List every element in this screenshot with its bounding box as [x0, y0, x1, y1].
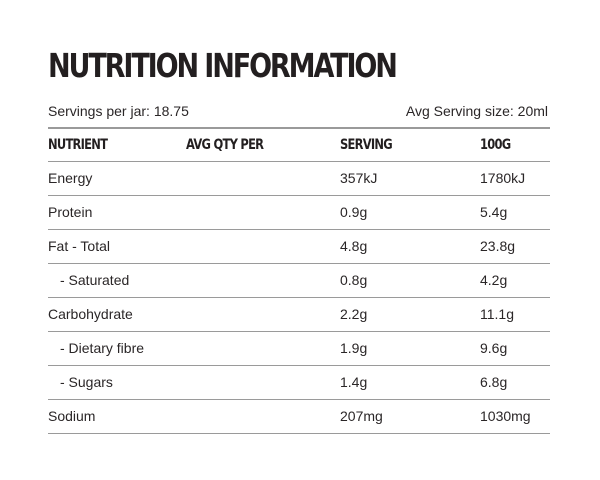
table-row: Carbohydrate 2.2g 11.1g	[48, 298, 550, 332]
nutrient-name: Fat - Total	[48, 238, 110, 254]
servings-per-jar: Servings per jar: 18.75	[48, 103, 189, 119]
serving-value: 0.9g	[340, 204, 368, 220]
per100-value: 6.8g	[480, 374, 508, 390]
nutrient-name: Carbohydrate	[48, 306, 133, 322]
header-nutrient: NUTRIENT	[48, 137, 108, 153]
table-row: Energy 357kJ 1780kJ	[48, 162, 550, 196]
nutrient-name: - Dietary fibre	[60, 340, 145, 356]
table-row: Fat - Total 4.8g 23.8g	[48, 230, 550, 264]
table-row: Sodium 207mg 1030mg	[48, 400, 550, 434]
per100-value: 1030mg	[480, 408, 531, 424]
table-row: Protein 0.9g 5.4g	[48, 196, 550, 230]
serving-value: 4.8g	[340, 238, 368, 254]
header-avg-qty: AVG QTY PER	[186, 137, 264, 153]
table-row: - Dietary fibre 1.9g 9.6g	[48, 332, 550, 366]
nutrient-name: Energy	[48, 170, 93, 186]
per100-value: 11.1g	[480, 306, 514, 322]
serving-value: 357kJ	[340, 170, 378, 186]
per100-value: 4.2g	[480, 272, 508, 288]
nutrient-name: Protein	[48, 204, 93, 220]
nutrition-panel: NUTRITION INFORMATION Servings per jar: …	[48, 48, 550, 434]
serving-value: 1.9g	[340, 340, 368, 356]
table-header: NUTRIENT AVG QTY PER SERVING 100G	[48, 129, 550, 162]
serving-value: 2.2g	[340, 306, 368, 322]
header-serving: SERVING	[340, 137, 393, 153]
serving-size: Avg Serving size: 20ml	[405, 103, 548, 119]
table-row: - Saturated 0.8g 4.2g	[48, 264, 550, 298]
serving-info: Servings per jar: 18.75 Avg Serving size…	[48, 100, 550, 122]
nutrient-name: - Sugars	[60, 374, 113, 390]
nutrient-name: - Saturated	[60, 272, 130, 288]
per100-value: 9.6g	[480, 340, 508, 356]
per100-value: 5.4g	[480, 204, 508, 220]
header-per-100g: 100G	[480, 137, 511, 153]
page-title: NUTRITION INFORMATION	[48, 46, 398, 85]
serving-value: 1.4g	[340, 374, 368, 390]
header-divider	[48, 127, 550, 129]
per100-value: 23.8g	[480, 238, 516, 254]
nutrient-name: Sodium	[48, 408, 96, 424]
per100-value: 1780kJ	[480, 170, 526, 186]
table-row: - Sugars 1.4g 6.8g	[48, 366, 550, 400]
serving-value: 207mg	[340, 408, 383, 424]
serving-value: 0.8g	[340, 272, 368, 288]
